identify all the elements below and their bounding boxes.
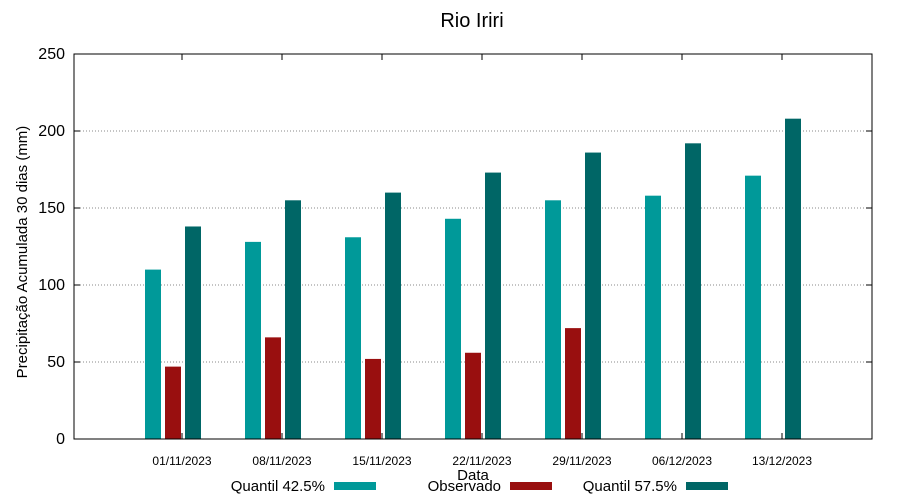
x-tick-label: 06/12/2023 — [652, 454, 712, 468]
bar-quantil-57-5 — [785, 118, 801, 440]
bar-quantil-57-5 — [485, 172, 501, 439]
y-tick-label: 150 — [38, 200, 65, 217]
legend-label: Quantil 42.5% — [231, 478, 325, 495]
bar-quantil-42-5 — [345, 237, 361, 439]
chart-title: Rio Iriri — [440, 10, 503, 32]
x-tick-label: 01/11/2023 — [152, 454, 211, 468]
bar-observado — [565, 328, 581, 439]
y-axis-ticks: 0 50 100 150 200 250 — [38, 46, 872, 448]
bar-observado — [165, 366, 181, 439]
bar-observado — [365, 358, 381, 439]
bar-quantil-42-5 — [245, 241, 261, 439]
legend-swatch — [334, 482, 376, 490]
legend: Quantil 42.5% Observado Quantil 57.5% — [231, 478, 728, 495]
x-axis-ticks: 01/11/2023 08/11/2023 15/11/2023 22/11/2023… — [152, 54, 812, 468]
bar-quantil-57-5 — [385, 192, 401, 439]
bar-quantil-57-5 — [285, 200, 301, 439]
bar-quantil-57-5 — [585, 152, 601, 439]
y-tick-label: 100 — [38, 277, 65, 294]
bar-quantil-57-5 — [185, 226, 201, 439]
y-tick-label: 50 — [47, 354, 65, 371]
bar-observado — [265, 337, 281, 439]
legend-swatch — [510, 482, 552, 490]
x-tick-label: 29/11/2023 — [552, 454, 611, 468]
y-tick-label: 200 — [38, 123, 65, 140]
bar-observado — [465, 352, 481, 439]
x-tick-label: 15/11/2023 — [352, 454, 411, 468]
x-axis-label: Data — [457, 467, 489, 484]
bar-quantil-42-5 — [445, 218, 461, 439]
x-tick-label: 08/11/2023 — [252, 454, 311, 468]
bar-quantil-42-5 — [645, 195, 661, 439]
bar-quantil-57-5 — [685, 143, 701, 439]
legend-label: Quantil 57.5% — [583, 478, 677, 495]
bar-quantil-42-5 — [745, 175, 761, 439]
y-tick-label: 250 — [38, 46, 65, 63]
plot-frame — [73, 53, 873, 440]
legend-swatch — [686, 482, 728, 490]
bar-quantil-42-5 — [545, 200, 561, 439]
bar-quantil-42-5 — [145, 269, 161, 439]
x-tick-label: 13/12/2023 — [752, 454, 812, 468]
bars — [145, 118, 801, 440]
x-tick-label: 22/11/2023 — [452, 454, 511, 468]
legend-label: Observado — [428, 478, 501, 495]
y-tick-label: 0 — [56, 431, 65, 448]
y-axis-label: Precipitação Acumulada 30 dias (mm) — [14, 126, 31, 379]
